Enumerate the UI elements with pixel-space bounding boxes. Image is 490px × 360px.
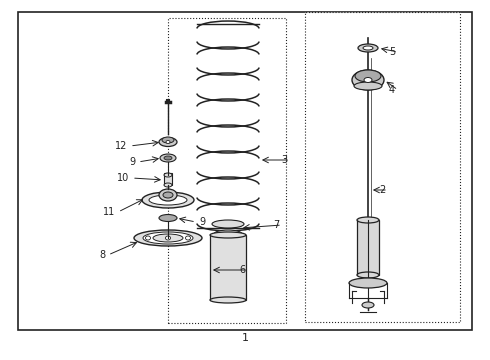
Ellipse shape <box>349 278 387 288</box>
Ellipse shape <box>134 230 202 246</box>
Ellipse shape <box>166 236 171 240</box>
Bar <box>305 12 460 322</box>
Ellipse shape <box>143 232 193 244</box>
Ellipse shape <box>159 215 177 221</box>
Ellipse shape <box>364 77 372 82</box>
Ellipse shape <box>358 44 378 52</box>
Text: 3: 3 <box>281 155 287 165</box>
Ellipse shape <box>212 220 244 228</box>
Ellipse shape <box>186 236 191 240</box>
Text: 9: 9 <box>129 157 135 167</box>
Text: 12: 12 <box>115 141 127 151</box>
Ellipse shape <box>354 82 382 90</box>
Text: 9: 9 <box>199 217 205 227</box>
Ellipse shape <box>164 183 172 187</box>
Ellipse shape <box>166 140 170 144</box>
Bar <box>210 235 246 300</box>
Ellipse shape <box>164 173 172 177</box>
Ellipse shape <box>210 232 246 238</box>
Text: 2: 2 <box>379 185 385 195</box>
Text: 11: 11 <box>103 207 115 217</box>
Bar <box>357 220 379 275</box>
Ellipse shape <box>159 138 177 147</box>
Ellipse shape <box>142 192 194 208</box>
Bar <box>168 18 286 323</box>
Ellipse shape <box>210 297 246 303</box>
Text: 10: 10 <box>117 173 129 183</box>
Ellipse shape <box>146 236 150 240</box>
Ellipse shape <box>352 70 384 90</box>
Text: 5: 5 <box>389 47 395 57</box>
Ellipse shape <box>149 195 187 205</box>
Ellipse shape <box>163 192 173 198</box>
Ellipse shape <box>362 302 374 308</box>
Ellipse shape <box>159 189 177 201</box>
Text: 6: 6 <box>239 265 245 275</box>
Ellipse shape <box>160 154 176 162</box>
Ellipse shape <box>357 272 379 278</box>
Ellipse shape <box>363 46 373 50</box>
Text: 8: 8 <box>99 250 105 260</box>
Text: 1: 1 <box>242 333 248 343</box>
Ellipse shape <box>164 156 172 160</box>
Bar <box>18 12 472 330</box>
Ellipse shape <box>214 230 242 238</box>
Ellipse shape <box>357 217 379 223</box>
Text: 7: 7 <box>273 220 279 230</box>
Ellipse shape <box>355 70 381 82</box>
Text: 4: 4 <box>389 85 395 95</box>
Ellipse shape <box>162 137 174 143</box>
Ellipse shape <box>153 234 183 242</box>
Bar <box>164 173 172 185</box>
